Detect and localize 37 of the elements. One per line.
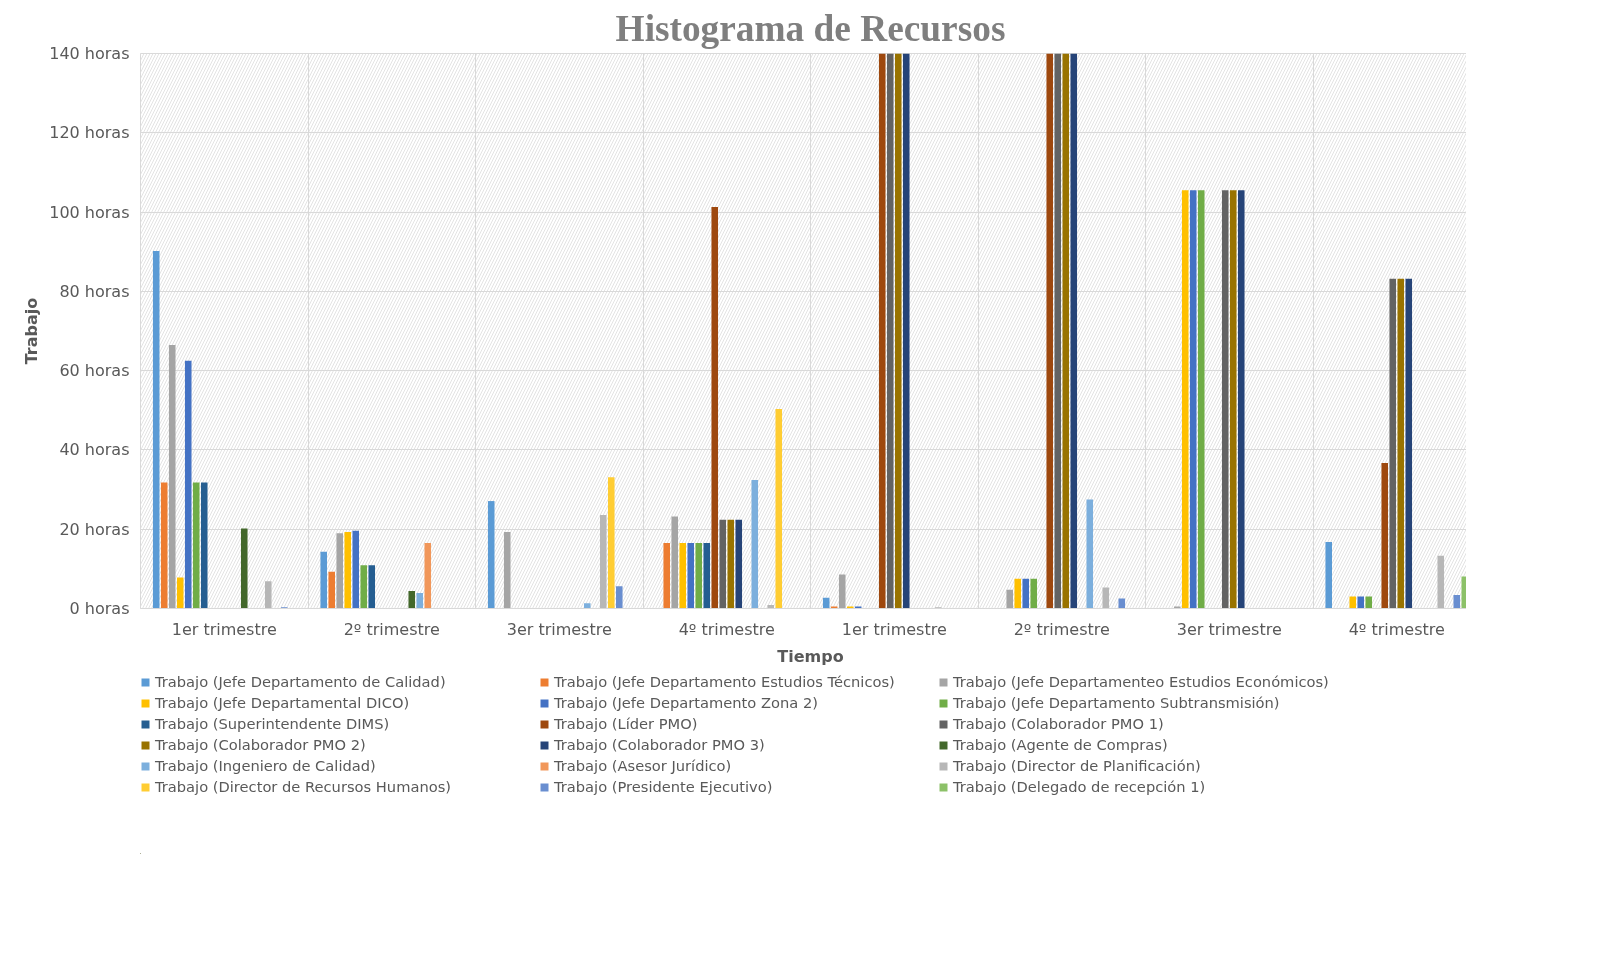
y-tick-label: 120 horas: [49, 123, 130, 143]
x-tick-label: 3er trimestre: [506, 619, 612, 639]
legend-label: Trabajo (Colaborador PMO 3): [554, 736, 766, 753]
legend-label: Trabajo (Director de Planificación): [953, 757, 1202, 774]
x-tick-label: 2º trimestre: [1013, 619, 1110, 639]
legend-label: Trabajo (Delegado de recepción 1): [953, 778, 1207, 795]
legend-label: Trabajo (Jefe Departamento Subtransmisión): [953, 694, 1281, 711]
x-tick-label: 4º trimestre: [678, 619, 775, 639]
legend-label: Trabajo (Asesor Jurídico): [554, 757, 733, 774]
y-tick-label: 20 horas: [59, 519, 130, 539]
legend-label: Trabajo (Jefe Departamento de Calidad): [155, 673, 447, 690]
legend-label: Trabajo (Jefe Departamenteo Estudios Económicos): [953, 673, 1330, 690]
y-tick-label: 100 horas: [49, 202, 130, 222]
legend-label: Trabajo (Presidente Ejecutivo): [554, 778, 774, 795]
legend-label: Trabajo (Jefe Departamento Estudios Técnicos): [554, 673, 896, 690]
y-tick-label: 80 horas: [59, 281, 130, 301]
legend-label: Trabajo (Jefe Departamento Zona 2): [554, 694, 819, 711]
y-tick-label: 0 horas: [69, 599, 130, 618]
legend-label: Trabajo (Colaborador PMO 2): [155, 736, 367, 753]
legend-label: Trabajo (Jefe Departamental DICO): [155, 694, 411, 711]
legend-label: Trabajo (Director de Recursos Humanos): [155, 778, 452, 795]
legend-label: Trabajo (Agente de Compras): [953, 736, 1169, 753]
y-axis-title: Trabajo: [22, 297, 42, 365]
y-tick-label: 60 horas: [59, 361, 130, 381]
legend-label: Trabajo (Ingeniero de Calidad): [155, 757, 377, 774]
x-tick-label: 2º trimestre: [343, 619, 440, 639]
x-tick-label: 1er trimestre: [841, 619, 947, 639]
x-axis-title: Tiempo: [777, 646, 844, 666]
y-tick-label: 40 horas: [59, 440, 130, 460]
x-tick-label: 3er trimestre: [1176, 619, 1282, 639]
x-tick-label: 1er trimestre: [171, 619, 277, 639]
x-tick-label: 4º trimestre: [1348, 619, 1445, 639]
legend-label: Trabajo (Superintendente DIMS): [155, 715, 391, 732]
legend-label: Trabajo (Colaborador PMO 1): [953, 715, 1165, 732]
chart-title: Histograma de Recursos: [615, 7, 1006, 49]
legend-label: Trabajo (Líder PMO): [554, 715, 699, 732]
y-tick-label: 140 horas: [49, 44, 130, 63]
